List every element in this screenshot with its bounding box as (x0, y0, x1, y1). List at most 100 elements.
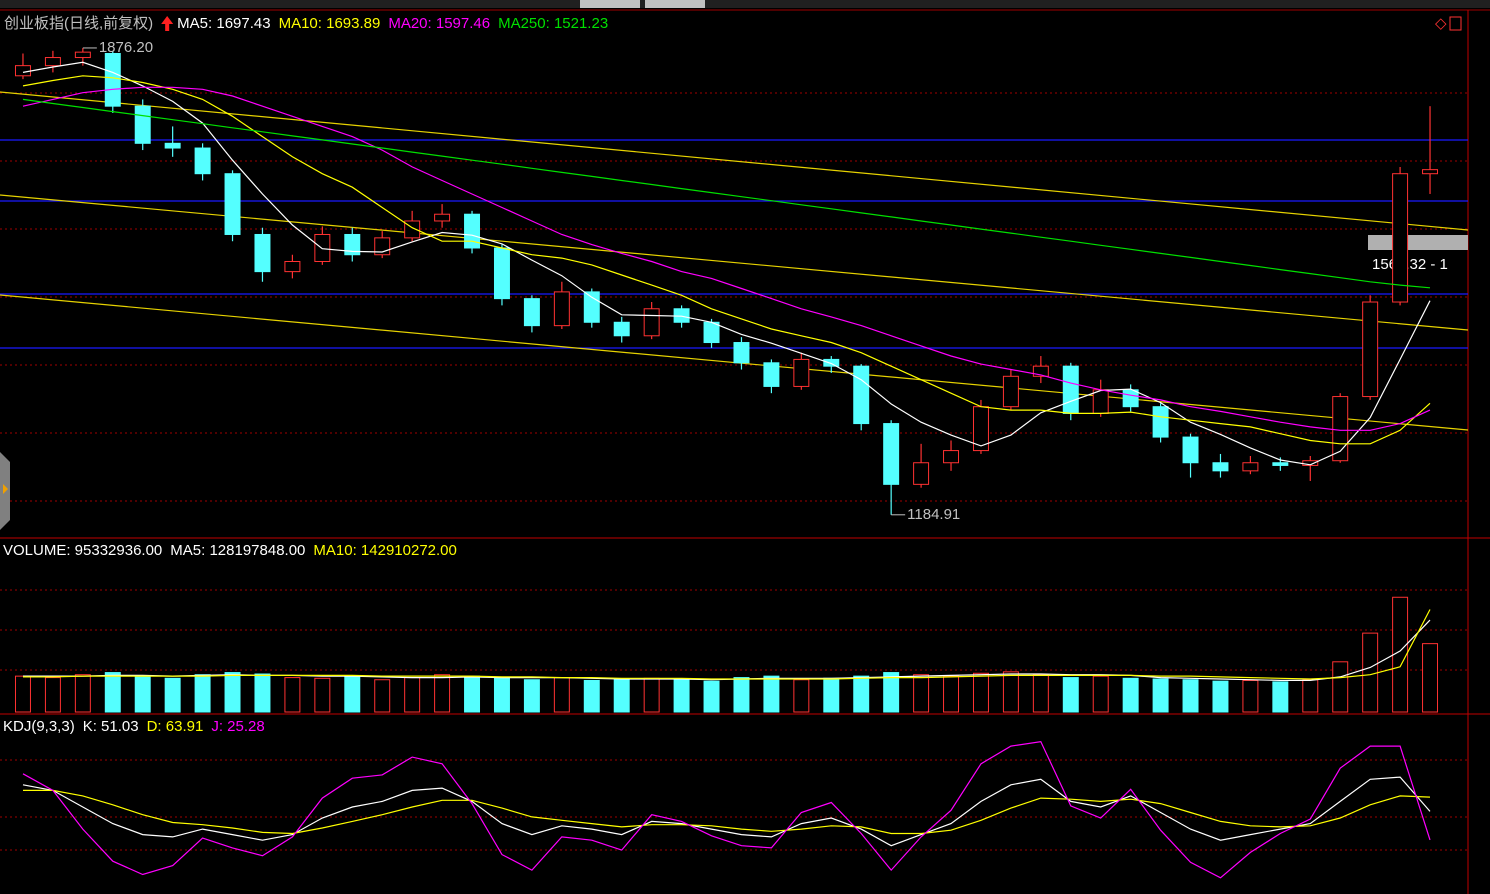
legend-entry: MA5: 128197848.00 (170, 542, 305, 559)
ma-line (22, 61, 1431, 466)
legend-entry: MA10: 142910272.00 (313, 542, 456, 559)
candle-body (1392, 173, 1409, 303)
volume-bar (673, 679, 690, 713)
volume-bar (1392, 596, 1409, 713)
volume-bar (793, 679, 810, 713)
candle-body (883, 423, 900, 485)
top-bar (0, 0, 1490, 8)
candle-body (583, 291, 600, 323)
ma-line (22, 98, 1431, 289)
candle-body (134, 105, 151, 144)
candle-body (164, 142, 181, 149)
indicator-line (22, 776, 1431, 847)
volume-bar (344, 675, 361, 713)
candle-body (853, 365, 870, 425)
volume-bar (164, 677, 181, 713)
candle-body (553, 291, 570, 327)
volume-bar (1302, 679, 1319, 713)
volume-bar (493, 677, 510, 713)
kdj-title: KDJ(9,3,3) (3, 718, 75, 735)
volume-bar (883, 672, 900, 713)
candle-body (344, 233, 361, 256)
range-label: 1568.32 - 1 (1372, 256, 1448, 273)
indicator-line (23, 789, 1431, 835)
volume-bar (1032, 674, 1049, 713)
top-tab (645, 0, 705, 8)
volume-bar (434, 674, 451, 713)
candle-body (254, 233, 271, 273)
legend-entry: MA5: 1697.43 (177, 15, 270, 32)
candle-body (613, 321, 630, 337)
legend-entry: K: 51.03 (83, 718, 139, 735)
volume-bar (1002, 671, 1019, 713)
volume-bar (1212, 680, 1229, 713)
volume-bar (553, 677, 570, 713)
volume-bar (1362, 632, 1379, 713)
top-tab (580, 0, 640, 8)
volume-title: VOLUME: 95332936.00 (3, 542, 162, 559)
candle-body (1152, 406, 1169, 438)
volume-bar (1422, 643, 1439, 713)
volume-bar (972, 672, 989, 713)
side-tab-icon (3, 484, 8, 494)
candle-body (943, 450, 960, 464)
volume-bar (284, 677, 301, 713)
candle-body (1212, 462, 1229, 472)
candle-body (1002, 375, 1019, 408)
ma-line (22, 75, 1431, 445)
volume-bar (1332, 661, 1349, 713)
window-button[interactable]: ◇ (1435, 15, 1447, 32)
legend-entry: MA250: 1521.23 (498, 15, 608, 32)
volume-bar (104, 672, 121, 713)
volume-bar (853, 675, 870, 713)
volume-bar (703, 680, 720, 713)
candle-body (464, 213, 481, 249)
candle-body (44, 57, 61, 67)
volume-bar (374, 679, 391, 713)
candle-body (1032, 365, 1049, 377)
chart-title: 创业板指(日线,前复权) (4, 14, 153, 32)
volume-bar (74, 674, 91, 713)
volume-bar (1062, 677, 1079, 713)
candle-body (823, 358, 840, 367)
range-box (1368, 235, 1468, 250)
candle-body (1242, 462, 1259, 472)
candle-body (1272, 462, 1289, 466)
candle-body (1182, 436, 1199, 464)
volume-bar (44, 677, 61, 713)
volume-bar (583, 679, 600, 713)
volume-bar (523, 679, 540, 713)
volume-bar (464, 675, 481, 713)
candle-body (14, 65, 31, 77)
volume-bar (134, 675, 151, 713)
legend-entry: MA10: 1693.89 (279, 15, 381, 32)
annotation: 1876.20 (99, 39, 153, 56)
indicator-line (22, 740, 1431, 879)
candle-body (913, 462, 930, 485)
window-button[interactable] (1449, 16, 1462, 31)
legend-entry: D: 63.91 (147, 718, 204, 735)
legend-entry: J: 25.28 (211, 718, 264, 735)
volume-bar (1182, 679, 1199, 713)
volume-bar (224, 672, 241, 713)
candle-body (1062, 365, 1079, 414)
volume-bar (1242, 679, 1259, 713)
volume-bar (733, 677, 750, 713)
legend-entry: MA20: 1597.46 (388, 15, 490, 32)
volume-bar (404, 677, 421, 713)
candle-body (703, 321, 720, 344)
signal-arrow (161, 16, 174, 31)
volume-bar (1122, 677, 1139, 713)
volume-bar (763, 675, 780, 713)
candle-body (194, 147, 211, 175)
candle-body (493, 247, 510, 300)
annotation: 1184.91 (907, 506, 960, 523)
volume-bar (14, 675, 31, 713)
candle-body (1122, 389, 1139, 408)
candle-body (763, 362, 780, 387)
candle-body (224, 173, 241, 235)
candle-body (1092, 389, 1109, 414)
candle-body (104, 52, 121, 107)
